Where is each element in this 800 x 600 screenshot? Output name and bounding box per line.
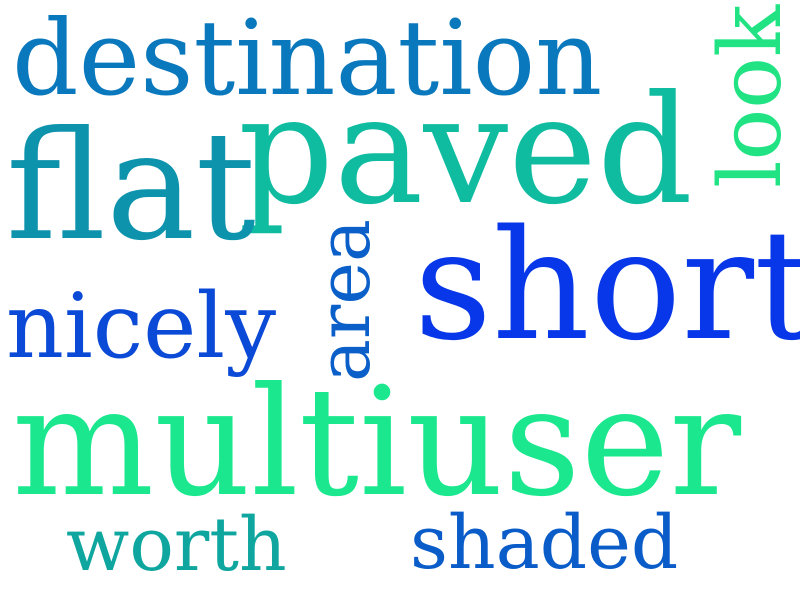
word-paved: paved [238,64,693,238]
word-multiuser: multiuser [12,356,742,530]
word-look: look [701,4,800,188]
word-nicely: nicely [6,274,277,379]
word-destination: destination [12,0,603,119]
word-shaded: shaded [410,500,679,586]
word-flat: flat [6,100,256,274]
word-short: short [414,197,800,374]
word-worth: worth [66,502,287,588]
